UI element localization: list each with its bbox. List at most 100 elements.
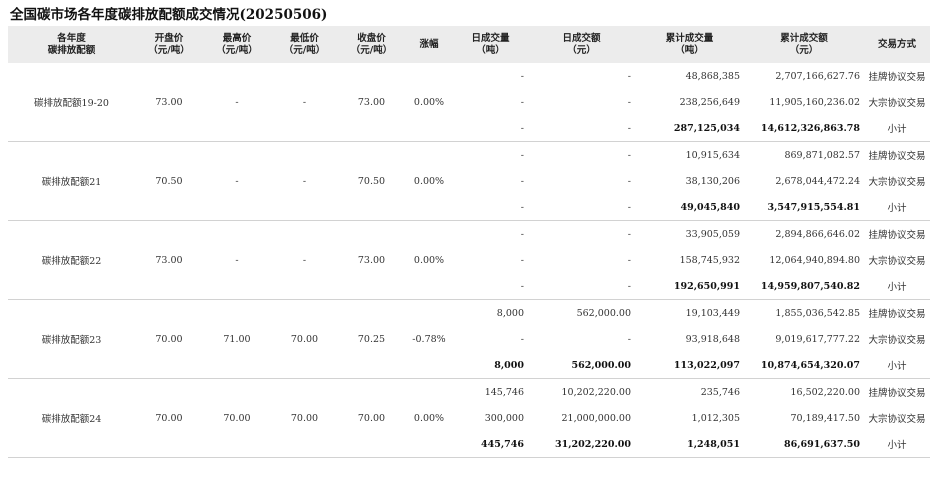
- table-row: 碳排放配额24 70.00 70.00 70.00 70.00 0.00% 14…: [8, 378, 930, 458]
- page-title: 全国碳市场各年度碳排放配额成交情况(20250506): [10, 7, 328, 23]
- daily-volume: 8,000: [453, 352, 528, 379]
- table-row: 300,000 21,000,000.00 1,012,305 70,189,4…: [8, 405, 930, 431]
- cum-volume: 19,103,449: [685, 307, 740, 319]
- subtotal-row: 445,746 31,202,220.00 1,248,051 86,691,6…: [8, 431, 930, 458]
- table-row: - - 93,918,648 9,019,617,777.22 大宗协议交易: [8, 326, 930, 352]
- daily-amount: -: [627, 70, 631, 82]
- subtotal-row: - - 49,045,840 3,547,915,554.81 小计: [8, 194, 930, 221]
- table-row: - - 38,130,206 2,678,044,472.24 大宗协议交易: [8, 168, 930, 194]
- price-change: -0.78%: [405, 299, 453, 379]
- table-row: 碳排放配额19-20 73.00 - - 73.00 0.00% - - 48,…: [8, 63, 930, 142]
- cum-amount: 869,871,082.57: [784, 149, 860, 161]
- daily-volume: -: [520, 149, 524, 161]
- price-change: 0.00%: [405, 63, 453, 142]
- daily-volume: -: [520, 96, 524, 108]
- daily-volume: 8,000: [496, 307, 524, 319]
- daily-volume: -: [453, 115, 528, 142]
- trade-method: 挂牌协议交易: [868, 72, 926, 83]
- table-row: - - 158,745,932 12,064,940,894.80 大宗协议交易: [8, 247, 930, 273]
- cum-amount: 2,707,166,627.76: [775, 70, 860, 82]
- cum-amount: 3,547,915,554.81: [744, 194, 864, 221]
- quota-year-name: 碳排放配额22: [8, 220, 135, 300]
- cum-amount: 11,905,160,236.02: [769, 96, 860, 108]
- trade-method: 小计: [864, 431, 930, 458]
- high-price: 70.00: [203, 378, 271, 458]
- header-daily-volume: 日成交量 （吨）: [453, 26, 528, 63]
- daily-volume: 445,746: [453, 431, 528, 458]
- table-row: 碳排放配额21 70.50 - - 70.50 0.00% - - 10,915…: [8, 141, 930, 221]
- daily-amount: 562,000.00: [576, 307, 631, 319]
- daily-volume: -: [520, 175, 524, 187]
- quota-year-name: 碳排放配额19-20: [8, 63, 135, 142]
- cum-volume: 113,022,097: [635, 352, 744, 379]
- daily-amount: 21,000,000.00: [561, 412, 631, 424]
- cum-amount: 14,612,326,863.78: [744, 115, 864, 142]
- subtotal-row: 8,000 562,000.00 113,022,097 10,874,654,…: [8, 352, 930, 379]
- header-daily-amount: 日成交额 （元）: [528, 26, 635, 63]
- trade-method: 大宗协议交易: [868, 177, 926, 188]
- trade-method: 大宗协议交易: [868, 98, 926, 109]
- low-price: 70.00: [271, 378, 338, 458]
- cum-amount: 70,189,417.50: [790, 412, 860, 424]
- daily-amount: -: [528, 115, 635, 142]
- trade-method: 小计: [864, 273, 930, 300]
- header-trade-method: 交易方式: [864, 26, 930, 63]
- daily-amount: -: [627, 333, 631, 345]
- header-cum-volume: 累计成交量 （吨）: [635, 26, 744, 63]
- daily-volume: -: [453, 273, 528, 300]
- header-close-price: 收盘价 （元/吨）: [338, 26, 405, 63]
- header-low-price: 最低价 （元/吨）: [271, 26, 338, 63]
- cum-amount: 10,874,654,320.07: [744, 352, 864, 379]
- header-high-price: 最高价 （元/吨）: [203, 26, 271, 63]
- close-price: 70.25: [338, 299, 405, 379]
- cum-volume: 33,905,059: [685, 228, 740, 240]
- daily-amount: -: [627, 228, 631, 240]
- open-price: 70.50: [135, 141, 203, 221]
- price-change: 0.00%: [405, 141, 453, 221]
- daily-volume: -: [520, 254, 524, 266]
- open-price: 70.00: [135, 378, 203, 458]
- low-price: 70.00: [271, 299, 338, 379]
- cum-amount: 12,064,940,894.80: [769, 254, 860, 266]
- price-change: 0.00%: [405, 378, 453, 458]
- cum-amount: 16,502,220.00: [790, 386, 860, 398]
- cum-volume: 48,868,385: [685, 70, 740, 82]
- low-price: -: [271, 63, 338, 142]
- daily-amount: -: [528, 273, 635, 300]
- header-change: 涨幅: [405, 26, 453, 63]
- quota-year-name: 碳排放配额21: [8, 141, 135, 221]
- subtotal-row: - - 287,125,034 14,612,326,863.78 小计: [8, 115, 930, 142]
- cum-volume: 1,248,051: [635, 431, 744, 458]
- daily-volume: 300,000: [484, 412, 524, 424]
- trade-method: 挂牌协议交易: [868, 388, 926, 399]
- subtotal-row: - - 192,650,991 14,959,807,540.82 小计: [8, 273, 930, 300]
- cum-volume: 93,918,648: [685, 333, 740, 345]
- daily-amount: -: [627, 149, 631, 161]
- cum-volume: 287,125,034: [635, 115, 744, 142]
- close-price: 73.00: [338, 63, 405, 142]
- cum-amount: 86,691,637.50: [744, 431, 864, 458]
- cum-amount: 2,678,044,472.24: [775, 175, 860, 187]
- table-row: 碳排放配额22 73.00 - - 73.00 0.00% - - 33,905…: [8, 220, 930, 300]
- daily-amount: 10,202,220.00: [561, 386, 631, 398]
- cum-volume: 10,915,634: [685, 149, 740, 161]
- header-open-price: 开盘价 （元/吨）: [135, 26, 203, 63]
- open-price: 73.00: [135, 220, 203, 300]
- cum-volume: 238,256,649: [679, 96, 740, 108]
- close-price: 70.50: [338, 141, 405, 221]
- daily-amount: -: [627, 175, 631, 187]
- cum-volume: 158,745,932: [679, 254, 740, 266]
- trade-method: 大宗协议交易: [868, 256, 926, 267]
- trade-method: 小计: [864, 352, 930, 379]
- daily-amount: -: [627, 96, 631, 108]
- trade-method: 小计: [864, 194, 930, 221]
- trade-method: 挂牌协议交易: [868, 151, 926, 162]
- header-cum-amount: 累计成交额 （元）: [744, 26, 864, 63]
- low-price: -: [271, 141, 338, 221]
- daily-volume: -: [520, 333, 524, 345]
- table-row: - - 238,256,649 11,905,160,236.02 大宗协议交易: [8, 89, 930, 115]
- cum-volume: 235,746: [700, 386, 740, 398]
- cum-volume: 192,650,991: [635, 273, 744, 300]
- trade-method: 挂牌协议交易: [868, 230, 926, 241]
- trade-method: 挂牌协议交易: [868, 309, 926, 320]
